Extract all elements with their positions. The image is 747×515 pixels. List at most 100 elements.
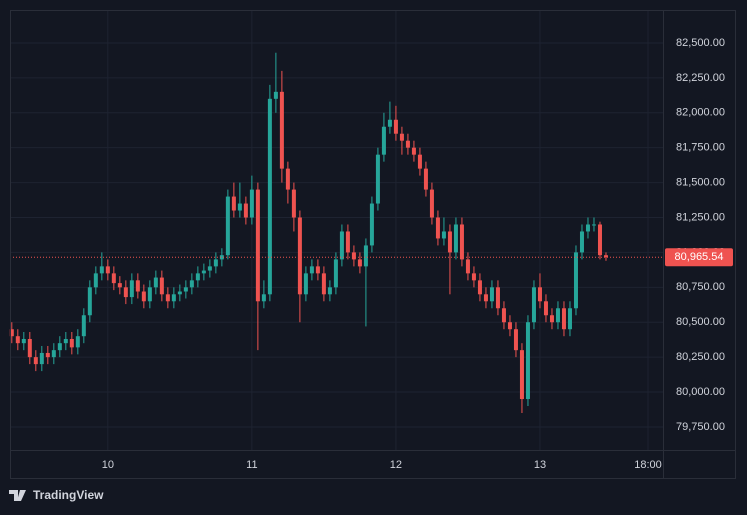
candle-body bbox=[339, 231, 344, 260]
candle-body bbox=[507, 322, 512, 330]
candle-body bbox=[255, 189, 260, 302]
grid bbox=[10, 10, 663, 450]
candle-body bbox=[27, 338, 32, 358]
candle-body bbox=[285, 168, 290, 190]
candle-body bbox=[453, 224, 458, 253]
candle-body bbox=[585, 224, 590, 232]
candle-body bbox=[243, 203, 248, 218]
candle-body bbox=[543, 301, 548, 316]
candle-body bbox=[567, 308, 572, 330]
candle-body bbox=[129, 280, 134, 298]
candle-body bbox=[141, 291, 146, 302]
x-tick-label: 13 bbox=[534, 459, 546, 471]
candle-body bbox=[159, 277, 164, 295]
candle-body bbox=[411, 147, 416, 155]
candle-body bbox=[441, 231, 446, 239]
candle-body bbox=[39, 352, 44, 365]
candle-body bbox=[147, 287, 152, 302]
candle-body bbox=[591, 224, 596, 226]
candle-body bbox=[231, 196, 236, 211]
candle-body bbox=[387, 119, 392, 127]
x-tick-label: 10 bbox=[102, 459, 114, 471]
y-tick-label: 82,500.00 bbox=[676, 37, 725, 49]
candle-body bbox=[123, 287, 128, 298]
candle-body bbox=[429, 189, 434, 218]
candle-body bbox=[69, 338, 74, 348]
last-price-label: 80,965.54 bbox=[675, 251, 724, 263]
candle-body bbox=[363, 245, 368, 267]
candle-body bbox=[105, 266, 110, 274]
candle-body bbox=[579, 231, 584, 253]
candle-body bbox=[435, 217, 440, 239]
candle-body bbox=[9, 329, 14, 337]
candle-body bbox=[189, 280, 194, 288]
candle-body bbox=[297, 217, 302, 295]
candle-body bbox=[111, 273, 116, 284]
candle-body bbox=[207, 266, 212, 271]
candle-body bbox=[561, 308, 566, 330]
candle-body bbox=[177, 291, 182, 295]
candle-body bbox=[327, 287, 332, 295]
candle-body bbox=[171, 294, 176, 302]
candle-body bbox=[597, 224, 602, 256]
candle-body bbox=[117, 283, 122, 288]
y-tick-label: 80,000.00 bbox=[676, 386, 725, 398]
candle-body bbox=[303, 273, 308, 295]
candle-body bbox=[93, 273, 98, 288]
candle-body bbox=[201, 270, 206, 274]
candle-body bbox=[525, 322, 530, 400]
candle-body bbox=[495, 287, 500, 309]
y-tick-label: 80,500.00 bbox=[676, 316, 725, 328]
candle-body bbox=[519, 350, 524, 400]
candle-body bbox=[261, 294, 266, 302]
candle-body bbox=[51, 350, 56, 358]
candle-body bbox=[87, 287, 92, 316]
candle-body bbox=[237, 203, 242, 211]
candle-body bbox=[183, 287, 188, 292]
y-tick-label: 80,750.00 bbox=[676, 281, 725, 293]
candle-body bbox=[603, 255, 608, 258]
candle-body bbox=[195, 273, 200, 281]
candle-body bbox=[33, 357, 38, 365]
candle-body bbox=[405, 140, 410, 148]
candle-body bbox=[423, 168, 428, 190]
candle-body bbox=[357, 259, 362, 267]
candle-body bbox=[477, 280, 482, 295]
candle-body bbox=[99, 266, 104, 274]
candle-body bbox=[369, 203, 374, 246]
candle-body bbox=[45, 352, 50, 358]
candle-body bbox=[75, 336, 80, 348]
y-tick-label: 82,250.00 bbox=[676, 72, 725, 84]
candle-body bbox=[165, 294, 170, 302]
candle-body bbox=[393, 119, 398, 134]
candle-body bbox=[483, 294, 488, 302]
x-tick-label: 11 bbox=[246, 459, 257, 471]
candle-body bbox=[573, 252, 578, 309]
candle-body bbox=[345, 231, 350, 253]
candle-body bbox=[315, 266, 320, 274]
y-tick-label: 82,000.00 bbox=[676, 107, 725, 119]
candle-body bbox=[351, 252, 356, 260]
candle-body bbox=[489, 287, 494, 302]
candle-body bbox=[531, 287, 536, 323]
candle-body bbox=[273, 91, 278, 99]
x-tick-label: 18:00 bbox=[634, 459, 662, 471]
candle-body bbox=[549, 315, 554, 323]
candle-body bbox=[447, 231, 452, 253]
candles bbox=[9, 52, 663, 413]
candle-body bbox=[321, 273, 326, 295]
last-price-badge bbox=[665, 248, 733, 267]
candle-body bbox=[501, 308, 506, 323]
candle-body bbox=[381, 126, 386, 155]
candle-body bbox=[21, 338, 26, 344]
y-tick-label: 81,250.00 bbox=[676, 211, 725, 223]
candle-body bbox=[537, 287, 542, 302]
candle-body bbox=[333, 259, 338, 288]
candle-body bbox=[225, 196, 230, 256]
y-tick-label: 80,250.00 bbox=[676, 351, 725, 363]
candle-body bbox=[63, 338, 68, 344]
candle-body bbox=[375, 154, 380, 204]
candle-body bbox=[399, 133, 404, 141]
